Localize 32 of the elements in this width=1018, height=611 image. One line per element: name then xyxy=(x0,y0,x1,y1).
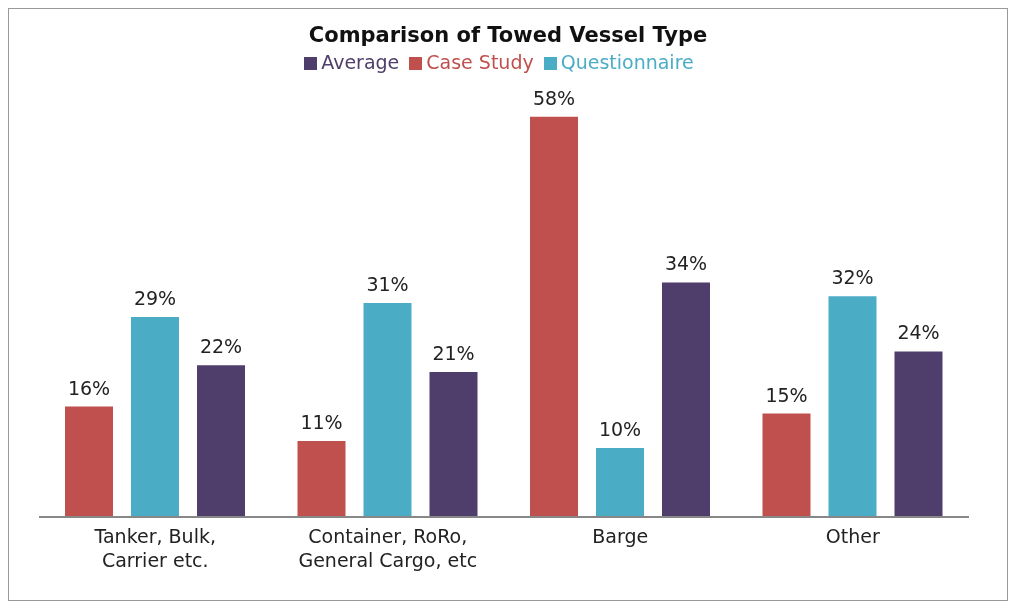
bar xyxy=(429,372,478,517)
legend-label: Average xyxy=(321,51,400,73)
data-label: 16% xyxy=(67,376,111,399)
bar xyxy=(828,296,877,517)
bar xyxy=(894,351,943,517)
data-label: 31% xyxy=(366,273,409,296)
data-label: 11% xyxy=(300,411,343,434)
bar xyxy=(297,441,346,517)
bar xyxy=(596,448,644,517)
data-label: 29% xyxy=(133,286,177,309)
x-tick-label: Tanker, Bulk, Carrier etc. xyxy=(93,525,216,571)
data-label: 24% xyxy=(897,321,940,344)
bar xyxy=(530,116,578,517)
bar xyxy=(762,413,811,517)
legend-label: Questionnaire xyxy=(560,51,694,73)
data-label: 22% xyxy=(199,335,243,358)
legend-label: Case Study xyxy=(426,51,534,73)
data-label: 34% xyxy=(664,252,708,275)
bar xyxy=(363,303,412,517)
data-label: 15% xyxy=(765,383,808,406)
data-label: 21% xyxy=(432,342,475,365)
bar xyxy=(131,316,179,517)
data-label: 58% xyxy=(532,86,576,109)
x-tick-label: Other xyxy=(825,525,880,547)
x-tick-label: Barge xyxy=(592,525,649,547)
chart-title: Comparison of Towed Vessel Type xyxy=(307,22,709,47)
bar xyxy=(662,282,710,517)
bar xyxy=(197,365,245,517)
data-label: 32% xyxy=(831,266,874,289)
x-tick-label: Container, RoRo, General Cargo, etc xyxy=(298,525,478,571)
data-label: 10% xyxy=(598,418,642,440)
bar xyxy=(65,406,113,517)
